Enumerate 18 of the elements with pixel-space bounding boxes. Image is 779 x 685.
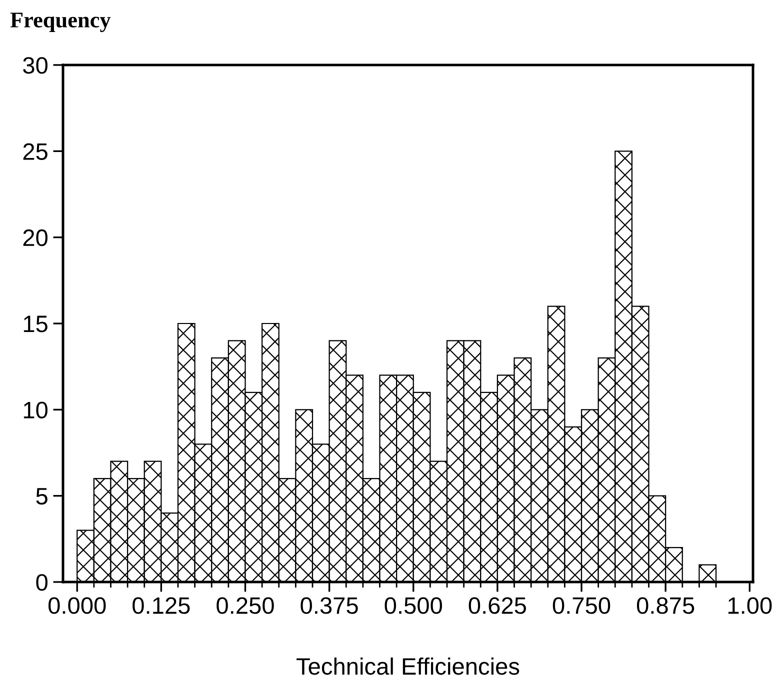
x-tick-label: 0.375 bbox=[300, 597, 358, 614]
x-tick-label: 0.500 bbox=[384, 597, 442, 614]
x-tick-label: 0.000 bbox=[48, 597, 106, 614]
y-tick-label: 10 bbox=[24, 402, 48, 418]
x-tick-label: 0.750 bbox=[552, 597, 610, 614]
x-tick-label: 0.125 bbox=[132, 597, 190, 614]
x-tick-label: 0.875 bbox=[636, 597, 694, 614]
y-tick-label: 5 bbox=[36, 488, 48, 505]
x-tick-label: 0.625 bbox=[468, 597, 526, 614]
y-axis-title: Frequency bbox=[10, 12, 111, 32]
y-tick-label: 20 bbox=[23, 229, 48, 246]
x-tick-label: 1.00 bbox=[728, 597, 772, 614]
x-tick-label: 0.250 bbox=[216, 597, 274, 614]
y-tick-label: 0 bbox=[36, 574, 48, 591]
y-tick-label: 15 bbox=[24, 316, 48, 332]
y-tick-label: 25 bbox=[23, 143, 48, 160]
x-axis-title: Technical Efficiencies bbox=[296, 657, 520, 675]
y-tick-label: 30 bbox=[23, 57, 48, 74]
